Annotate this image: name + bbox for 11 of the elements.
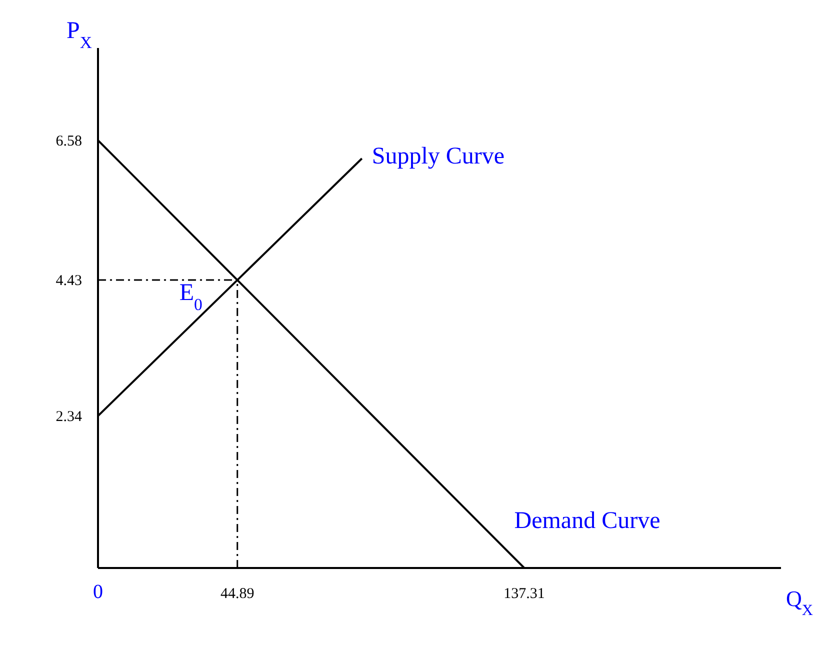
x-tick-label: 137.31: [504, 586, 545, 602]
x-tick-label: 44.89: [220, 586, 254, 602]
x-tick-label: 0: [93, 581, 103, 603]
series-label: Demand Curve: [514, 508, 660, 534]
series-label: Supply Curve: [372, 144, 505, 170]
y-axis-title: P$_{X}$: [66, 18, 92, 52]
y-tick-label: 6.58: [56, 133, 82, 150]
x-axis-title: Q$_{X}$: [786, 586, 814, 618]
y-tick-label: 4.43: [56, 273, 82, 290]
y-tick-label: 2.34: [56, 408, 82, 425]
annotation: E$_{0}$: [179, 280, 202, 314]
